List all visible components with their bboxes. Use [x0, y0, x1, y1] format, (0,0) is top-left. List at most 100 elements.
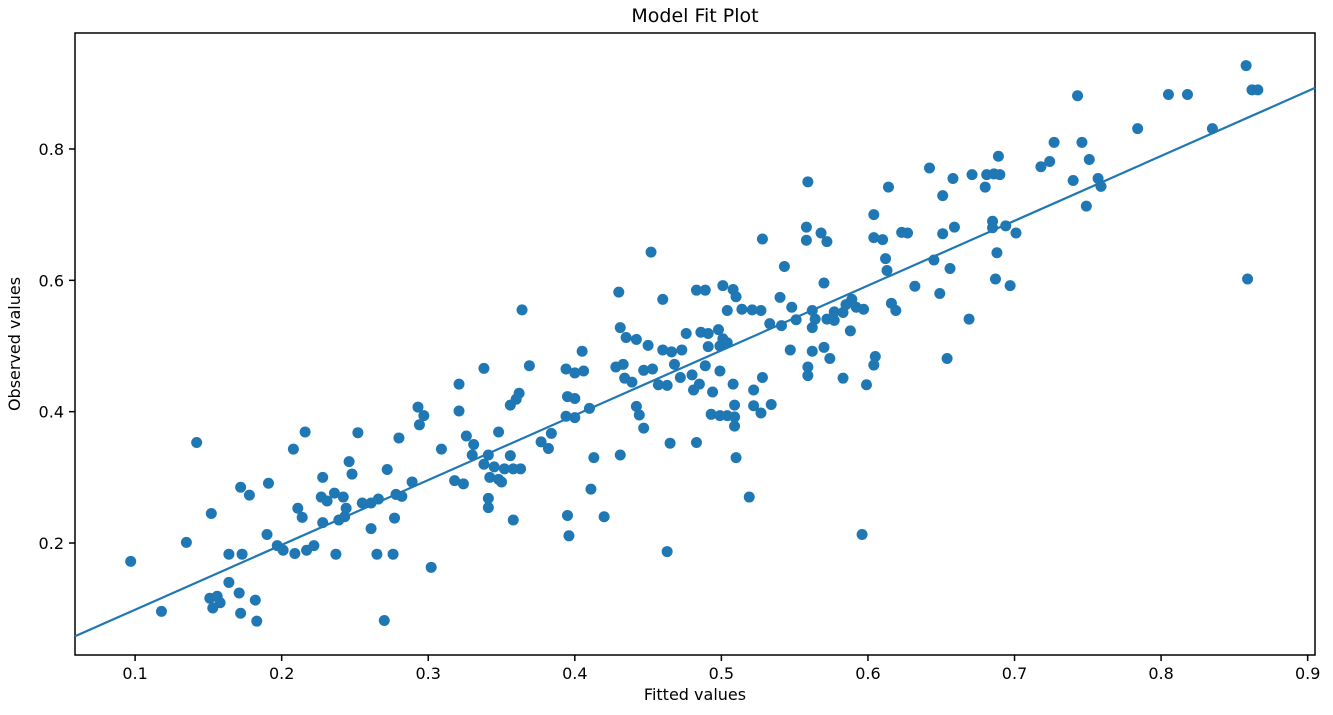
- scatter-point: [674, 372, 686, 384]
- scatter-point: [686, 369, 698, 381]
- scatter-point: [676, 344, 688, 356]
- scatter-point: [578, 365, 590, 377]
- scatter-point: [868, 232, 880, 244]
- scatter-point: [287, 443, 299, 455]
- scatter-point: [498, 463, 510, 475]
- scatter-point: [1240, 60, 1252, 72]
- scatter-point: [717, 280, 729, 292]
- scatter-point: [289, 548, 301, 560]
- scatter-point: [707, 386, 719, 398]
- scatter-point: [1132, 123, 1144, 135]
- scatter-point: [646, 363, 658, 375]
- scatter-point: [583, 402, 595, 414]
- scatter-point: [482, 502, 494, 514]
- scatter-point: [569, 367, 581, 379]
- scatter-point: [585, 483, 597, 495]
- scatter-point: [378, 615, 390, 627]
- scatter-point: [730, 452, 742, 464]
- scatter-point: [890, 305, 902, 317]
- scatter-point: [207, 602, 219, 614]
- plot-frame: [74, 32, 1316, 656]
- scatter-point: [630, 333, 642, 345]
- scatter-point: [881, 264, 893, 276]
- scatter-point: [1162, 88, 1174, 100]
- scatter-point: [468, 439, 480, 451]
- scatter-point: [516, 304, 528, 316]
- scatter-point: [235, 481, 247, 493]
- scatter-point: [493, 473, 505, 485]
- scatter-point: [868, 209, 880, 221]
- scatter-point: [493, 426, 505, 438]
- scatter-point: [944, 263, 956, 275]
- scatter-point: [693, 378, 705, 390]
- y-tick-label: 0.2: [39, 534, 64, 553]
- scatter-point: [396, 490, 408, 502]
- scatter-point: [393, 432, 405, 444]
- scatter-point: [837, 372, 849, 384]
- scatter-point: [802, 176, 814, 188]
- scatter-point: [645, 246, 657, 258]
- scatter-point: [657, 344, 669, 356]
- scatter-point: [987, 222, 999, 234]
- scatter-point: [858, 303, 870, 315]
- scatter-point: [748, 384, 760, 396]
- scatter-point: [714, 365, 726, 377]
- scatter-point: [435, 443, 447, 455]
- scatter-point: [626, 376, 638, 388]
- scatter-point: [784, 344, 796, 356]
- scatter-point: [1076, 136, 1088, 148]
- scatter-point: [775, 320, 787, 332]
- scatter-point: [460, 430, 472, 442]
- scatter-point: [712, 324, 724, 336]
- scatter-point: [937, 228, 949, 240]
- scatter-point: [507, 514, 519, 526]
- scatter-point: [371, 548, 383, 560]
- scatter-point: [630, 400, 642, 412]
- scatter-point: [343, 456, 355, 468]
- scatter-point: [569, 412, 581, 424]
- scatter-point: [1181, 88, 1193, 100]
- scatter-point: [1072, 90, 1084, 102]
- scatter-point: [1206, 123, 1218, 135]
- y-tick-label: 0.4: [39, 403, 64, 422]
- scatter-point: [1067, 175, 1079, 187]
- scatter-point: [869, 351, 881, 363]
- scatter-point: [928, 254, 940, 266]
- scatter-point: [545, 427, 557, 439]
- scatter-point: [125, 555, 137, 567]
- scatter-point: [235, 607, 247, 619]
- scatter-point: [800, 221, 812, 233]
- scatter-point: [561, 509, 573, 521]
- scatter-point: [1252, 84, 1264, 96]
- scatter-point: [563, 530, 575, 542]
- scatter-point: [488, 461, 500, 473]
- regression-line: [74, 86, 1316, 638]
- scatter-point: [513, 387, 525, 399]
- scatter-point: [818, 277, 830, 289]
- scatter-point: [1010, 227, 1022, 239]
- scatter-point: [535, 436, 547, 448]
- y-axis-label: Observed values: [5, 277, 24, 411]
- scatter-point: [705, 408, 717, 420]
- scatter-point: [560, 410, 572, 422]
- scatter-point: [588, 452, 600, 464]
- scatter-point: [756, 372, 768, 384]
- scatter-point: [743, 491, 755, 503]
- scatter-point: [504, 450, 516, 462]
- scatter-point: [765, 398, 777, 410]
- scatter-point: [1004, 280, 1016, 292]
- scatter-point: [569, 393, 581, 405]
- scatter-point: [806, 345, 818, 357]
- scatter-point: [560, 363, 572, 375]
- scatter-point: [809, 313, 821, 325]
- scatter-point: [642, 339, 654, 351]
- scatter-point: [736, 303, 748, 315]
- scatter-point: [882, 181, 894, 193]
- scatter-point: [1000, 220, 1012, 232]
- scatter-point: [856, 528, 868, 540]
- scatter-point: [821, 236, 833, 248]
- scatter-point: [657, 293, 669, 305]
- scatter-point: [346, 468, 358, 480]
